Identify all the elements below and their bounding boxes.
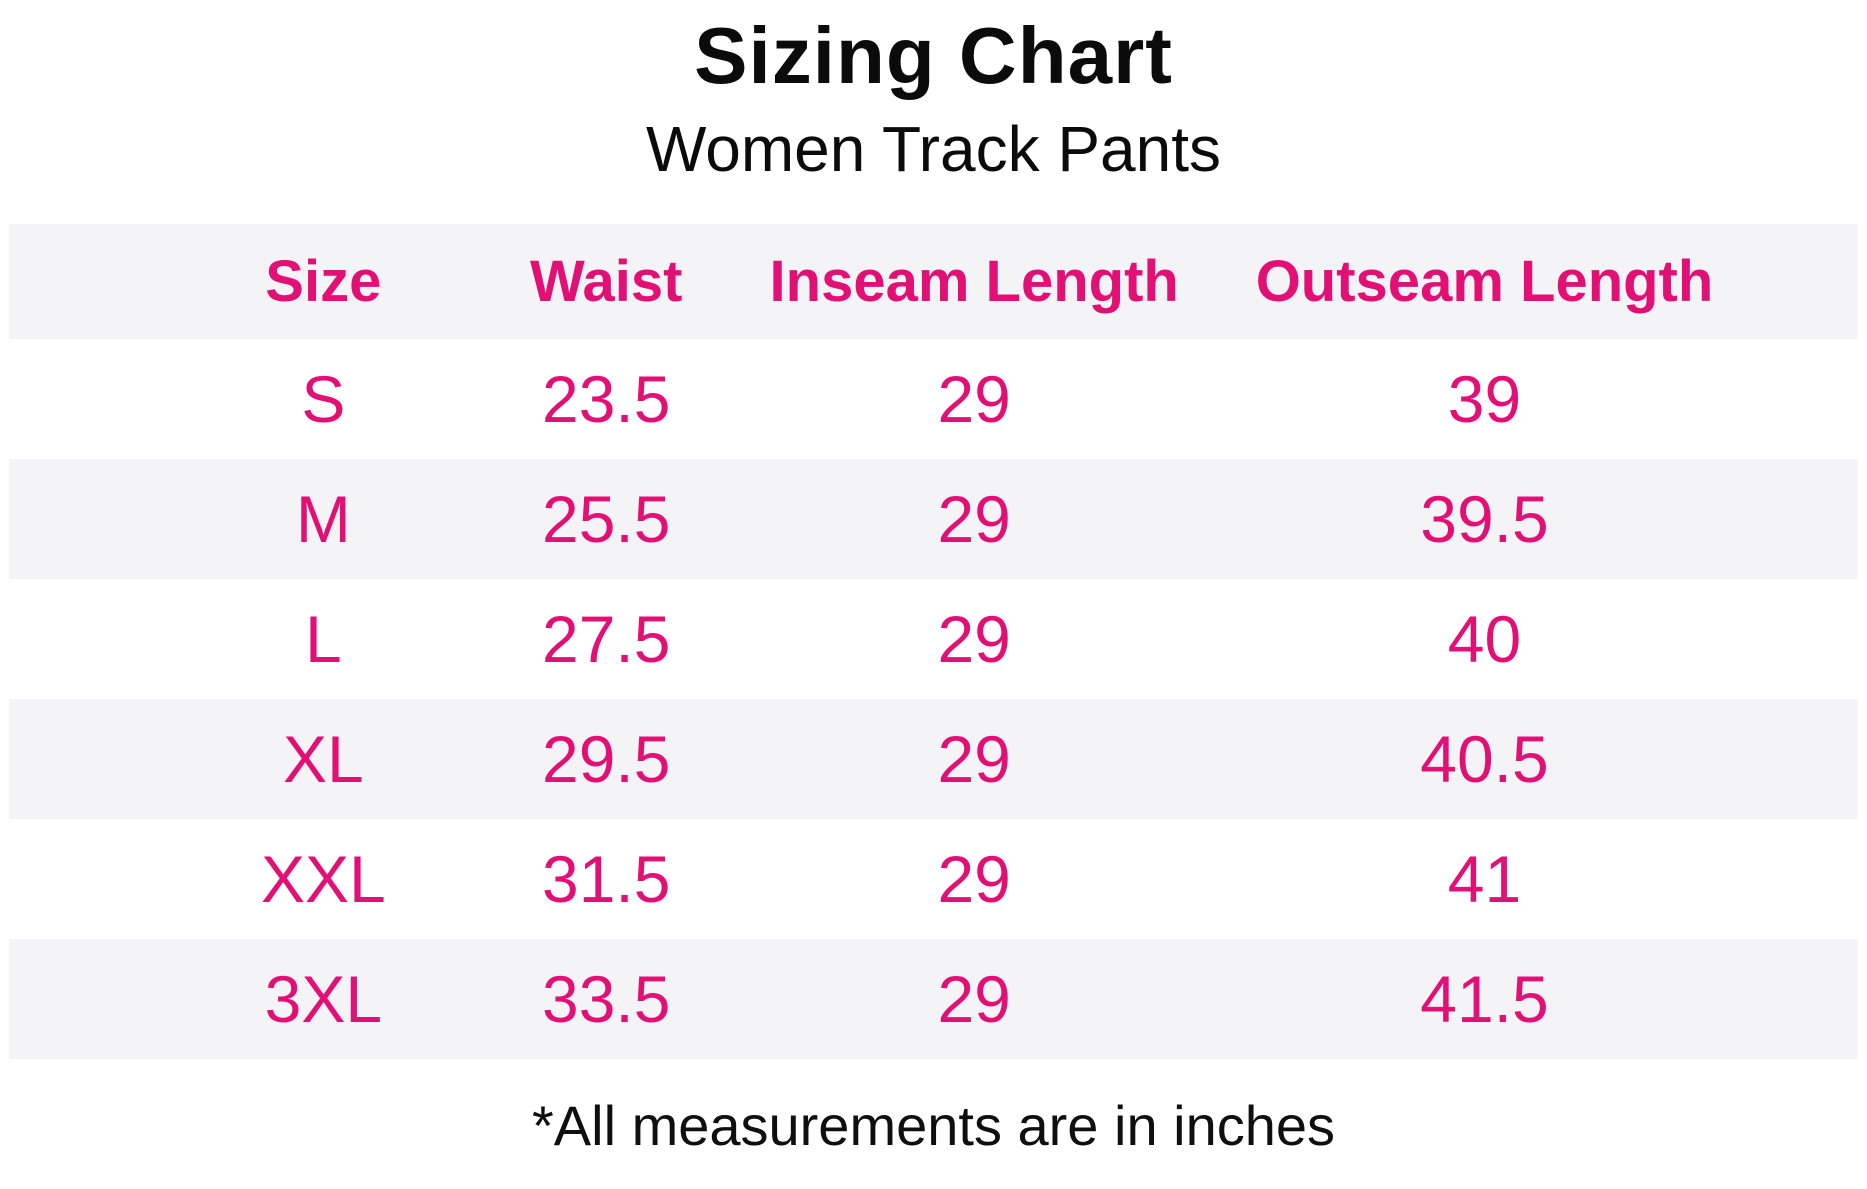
size-cell: XXL: [260, 842, 386, 917]
table-row-3xl: 3XL 33.5 29 41.5: [9, 939, 1858, 1060]
sizing-table: Size Waist Inseam Length Outseam Length …: [9, 224, 1858, 1060]
table-row-s: S 23.5 29 39: [9, 339, 1858, 459]
inseam-cell: 29: [937, 362, 1011, 437]
table-row-l: L 27.5 29 40: [9, 579, 1858, 699]
measurements-footnote: *All measurements are in inches: [531, 1094, 1336, 1158]
page-subtitle: Women Track Pants: [645, 113, 1222, 185]
column-header-outseam-length: Outseam Length: [1255, 248, 1714, 314]
waist-cell: 31.5: [541, 842, 671, 917]
waist-cell: 29.5: [541, 722, 671, 797]
outseam-cell: 41.5: [1420, 962, 1549, 1037]
waist-cell: 33.5: [541, 962, 671, 1037]
size-cell: M: [295, 482, 351, 557]
column-header-inseam-length: Inseam Length: [769, 248, 1179, 314]
waist-cell: 23.5: [541, 362, 671, 437]
size-cell: XL: [282, 722, 364, 797]
table-row-m: M 25.5 29 39.5: [9, 459, 1858, 580]
column-header-waist: Waist: [529, 248, 683, 314]
outseam-cell: 39.5: [1420, 482, 1549, 557]
size-cell: 3XL: [264, 962, 383, 1037]
table-row-xxl: XXL 31.5 29 41: [9, 819, 1858, 939]
size-cell: S: [301, 362, 346, 437]
outseam-cell: 40: [1447, 602, 1522, 677]
page-title: Sizing Chart: [694, 11, 1173, 100]
inseam-cell: 29: [937, 602, 1011, 677]
inseam-cell: 29: [937, 962, 1011, 1037]
outseam-cell: 41: [1447, 842, 1522, 917]
waist-cell: 25.5: [541, 482, 671, 557]
table-header-row: Size Waist Inseam Length Outseam Length: [9, 224, 1858, 340]
inseam-cell: 29: [937, 842, 1011, 917]
size-cell: L: [304, 602, 342, 677]
inseam-cell: 29: [937, 482, 1011, 557]
table-row-xl: XL 29.5 29 40.5: [9, 699, 1858, 820]
waist-cell: 27.5: [541, 602, 671, 677]
outseam-cell: 40.5: [1420, 722, 1549, 797]
outseam-cell: 39: [1447, 362, 1522, 437]
inseam-cell: 29: [937, 722, 1011, 797]
column-header-size: Size: [265, 248, 382, 314]
